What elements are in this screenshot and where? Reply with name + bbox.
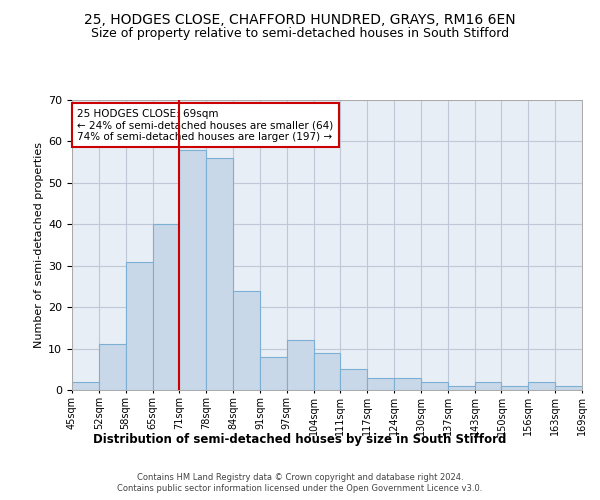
Bar (233, 290, 260, 390)
Bar (340, 370, 367, 390)
Bar (448, 386, 475, 390)
Text: Contains public sector information licensed under the Open Government Licence v3: Contains public sector information licen… (118, 484, 482, 493)
Text: Size of property relative to semi-detached houses in South Stifford: Size of property relative to semi-detach… (91, 28, 509, 40)
Text: Contains HM Land Registry data © Crown copyright and database right 2024.: Contains HM Land Registry data © Crown c… (137, 472, 463, 482)
Bar (99, 344, 125, 390)
Bar (367, 378, 394, 390)
Bar (421, 382, 448, 390)
Bar (206, 158, 233, 390)
Bar (72, 382, 99, 390)
Bar (475, 382, 502, 390)
Text: 25, HODGES CLOSE, CHAFFORD HUNDRED, GRAYS, RM16 6EN: 25, HODGES CLOSE, CHAFFORD HUNDRED, GRAY… (84, 12, 516, 26)
Bar (179, 150, 206, 390)
Bar (502, 386, 529, 390)
Bar (529, 382, 555, 390)
Bar (125, 262, 152, 390)
Bar (152, 224, 179, 390)
Bar (260, 357, 287, 390)
Y-axis label: Number of semi-detached properties: Number of semi-detached properties (34, 142, 44, 348)
Bar (314, 352, 340, 390)
Bar (287, 340, 314, 390)
Bar (394, 378, 421, 390)
Text: 25 HODGES CLOSE: 69sqm
← 24% of semi-detached houses are smaller (64)
74% of sem: 25 HODGES CLOSE: 69sqm ← 24% of semi-det… (77, 108, 334, 142)
Bar (555, 386, 582, 390)
Text: Distribution of semi-detached houses by size in South Stifford: Distribution of semi-detached houses by … (94, 432, 506, 446)
